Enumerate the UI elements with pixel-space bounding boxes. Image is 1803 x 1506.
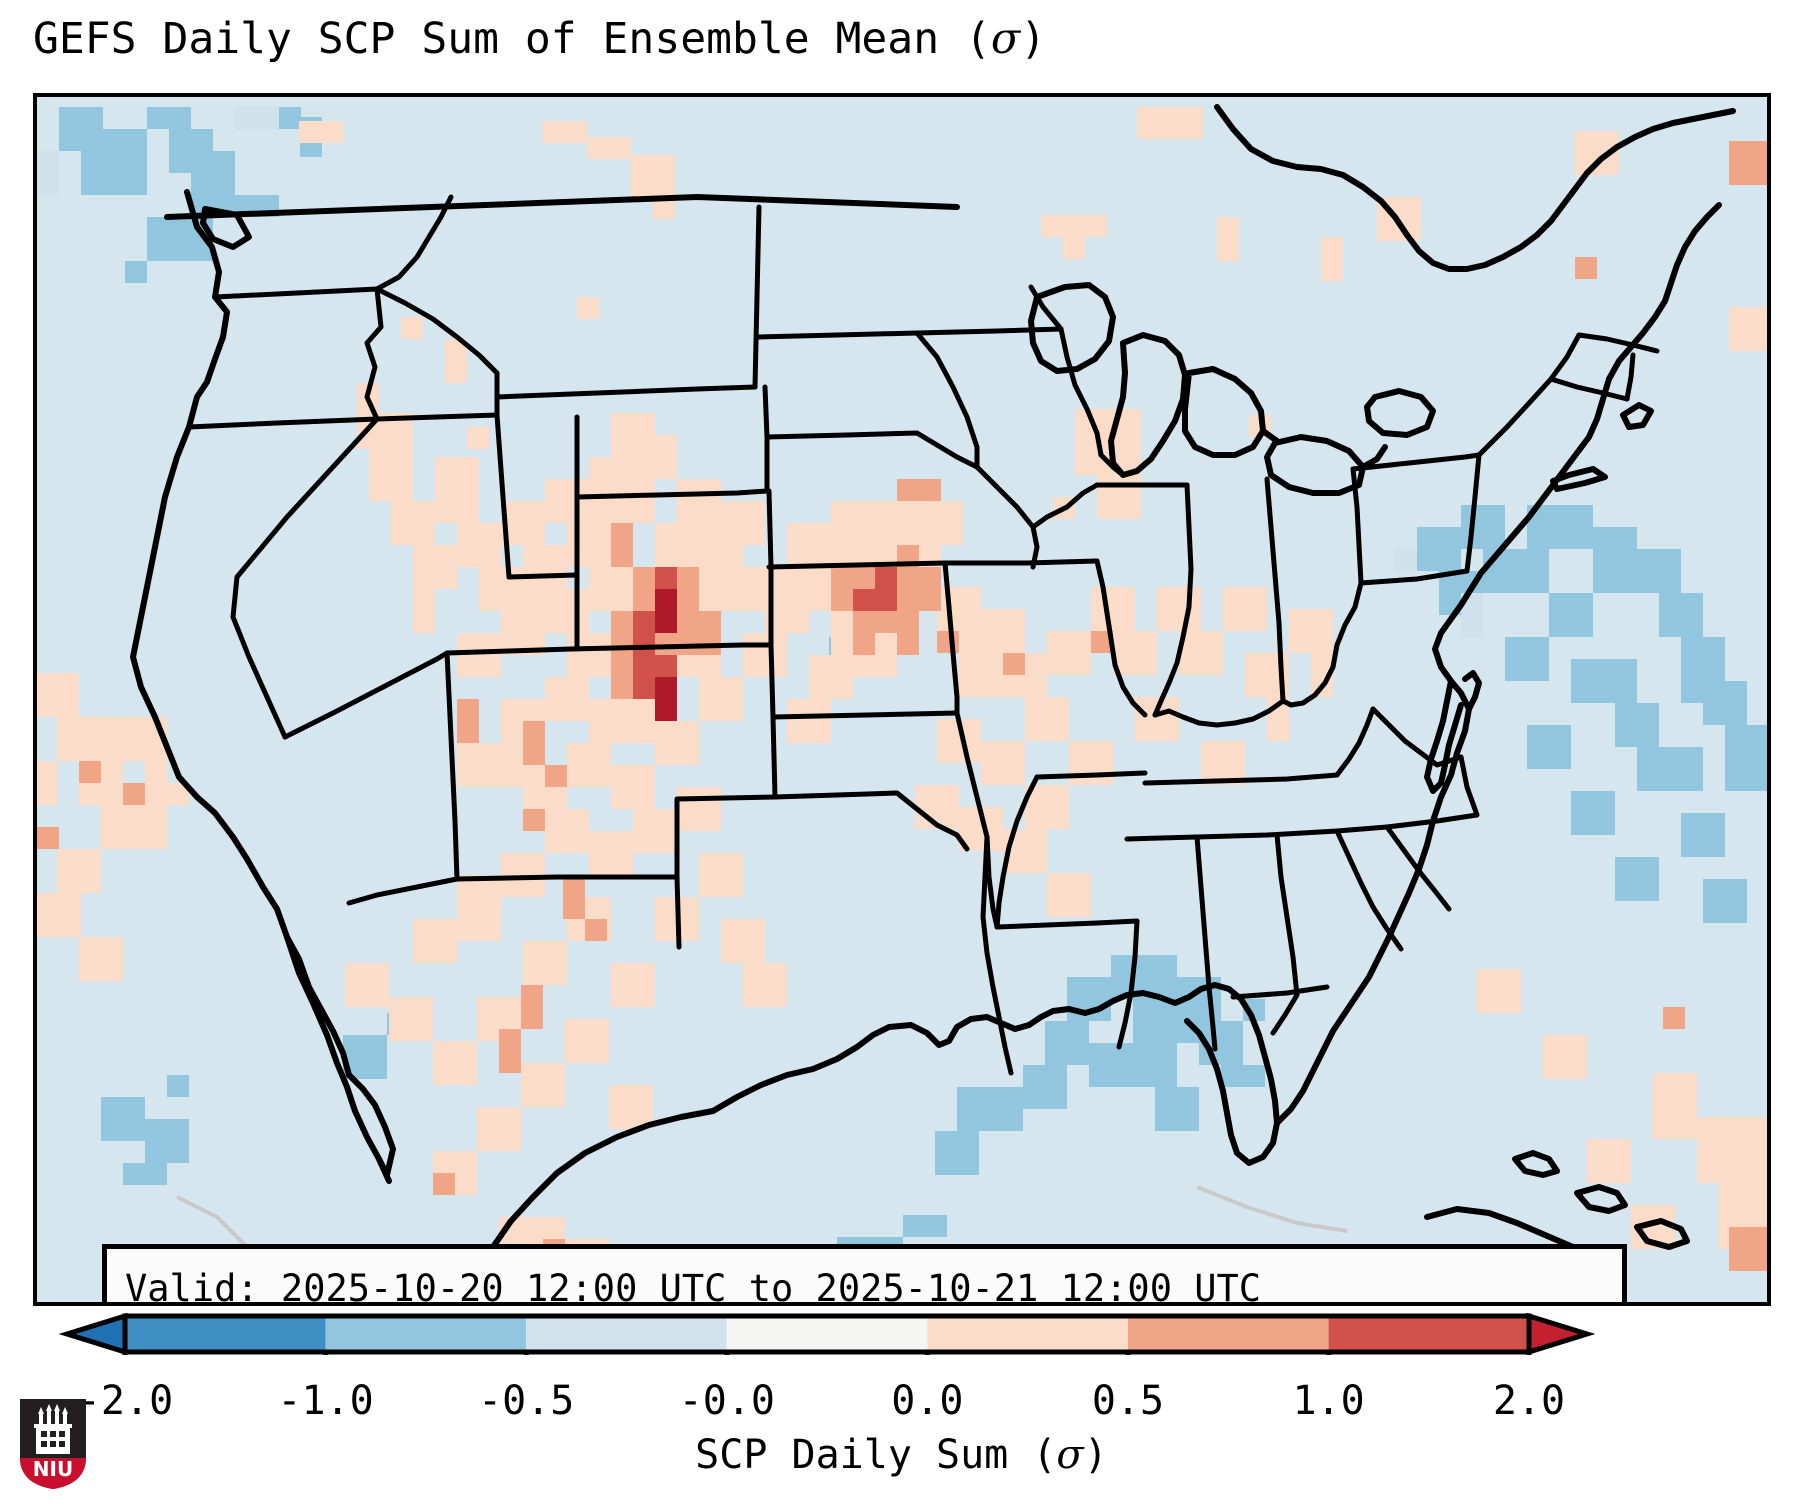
colorbar-axis-label: SCP Daily Sum (σ) <box>0 1432 1803 1478</box>
colorbar-seg-1 <box>325 1316 527 1352</box>
colorbar-tick-label-7: 2.0 <box>1492 1378 1566 1424</box>
info-box: Valid: 2025-10-20 12:00 UTC to 2025-10-2… <box>102 1244 1627 1306</box>
colorbar-under-arrow <box>58 1313 128 1355</box>
scp-anomaly-heatmap <box>37 97 1767 1302</box>
colorbar[interactable] <box>33 1313 1771 1355</box>
colorbar-label-main: SCP Daily Sum ( <box>695 1432 1057 1478</box>
colorbar-seg-5 <box>1128 1316 1329 1352</box>
colorbar-seg-3 <box>726 1316 928 1352</box>
sigma-symbol: σ <box>1056 1432 1084 1478</box>
niu-red-band <box>20 1458 86 1489</box>
map-plot-area[interactable]: Valid: 2025-10-20 12:00 UTC to 2025-10-2… <box>33 93 1771 1306</box>
niu-castle-icon <box>34 1404 72 1454</box>
page-title-close: ) <box>1020 14 1047 64</box>
niu-logo: NIU <box>20 1399 86 1489</box>
niu-logo-text: NIU <box>33 1457 73 1481</box>
map-boundaries <box>130 104 1736 1302</box>
colorbar-tick-labels: -2.0 -1.0 -0.5 -0.0 0.0 0.5 1.0 2.0 <box>33 1378 1771 1424</box>
colorbar-over-arrow <box>1526 1313 1596 1355</box>
grid-cells-slight-negative <box>37 107 1483 637</box>
colorbar-outline <box>122 1313 1532 1355</box>
niu-castle-windows <box>41 1431 65 1447</box>
colorbar-tick-label-5: 0.5 <box>1091 1378 1165 1424</box>
colorbar-seg-0 <box>125 1316 326 1352</box>
state-borders <box>186 194 1660 1076</box>
colorbar-tick-label-4: 0.0 <box>891 1378 964 1424</box>
colorbar-tick-label-0: -2.0 <box>76 1378 174 1424</box>
sigma-symbol: σ <box>990 14 1021 64</box>
colorbar-tick-label-1: -1.0 <box>277 1378 374 1424</box>
colorbar-seg-2 <box>526 1316 727 1352</box>
colorbar-seg-4 <box>927 1316 1128 1352</box>
colorbar-tick-label-2: -0.5 <box>478 1378 575 1424</box>
colorbar-tick-label-3: -0.0 <box>678 1378 775 1424</box>
colorbar-label-close: ) <box>1083 1432 1108 1478</box>
page-title: GEFS Daily SCP Sum of Ensemble Mean (σ) <box>33 14 1046 64</box>
valid-time-text: Valid: 2025-10-20 12:00 UTC to 2025-10-2… <box>125 1267 1262 1306</box>
page-title-main: GEFS Daily SCP Sum of Ensemble Mean ( <box>33 14 991 64</box>
colorbar-tick-label-6: 1.0 <box>1292 1378 1365 1424</box>
grid-cells-extreme-positive <box>655 589 677 721</box>
colorbar-seg-6 <box>1328 1316 1530 1352</box>
